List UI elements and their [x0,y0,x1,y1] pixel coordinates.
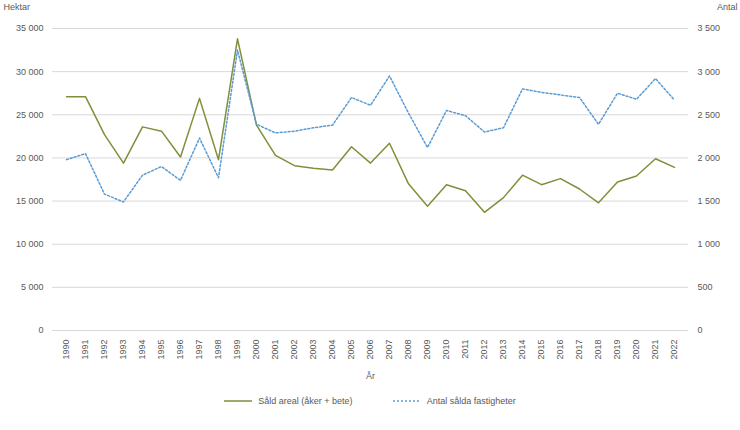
svg-text:25 000: 25 000 [16,110,44,120]
svg-text:2 500: 2 500 [698,110,721,120]
svg-text:1990: 1990 [61,340,71,360]
svg-text:3 500: 3 500 [698,23,721,33]
svg-text:2 000: 2 000 [698,153,721,163]
svg-text:1994: 1994 [137,340,147,360]
html-text:Antal sålda fastigheter: Antal sålda fastigheter [426,396,516,406]
svg-text:1996: 1996 [175,340,185,360]
svg-text:1999: 1999 [232,340,242,360]
svg-text:2021: 2021 [650,340,660,360]
svg-text:2017: 2017 [574,340,584,360]
svg-text:2016: 2016 [555,340,565,360]
svg-text:2004: 2004 [327,340,337,360]
html-text:Såld areal (åker + bete): Såld areal (åker + bete) [258,396,353,406]
svg-text:2013: 2013 [498,340,508,360]
svg-text:Antal: Antal [717,2,738,12]
svg-text:Hektar: Hektar [4,2,31,12]
svg-text:30 000: 30 000 [16,67,44,77]
svg-text:500: 500 [698,282,713,292]
svg-text:2020: 2020 [631,340,641,360]
svg-text:2011: 2011 [460,340,470,359]
svg-text:1995: 1995 [156,340,166,360]
svg-text:2003: 2003 [308,340,318,360]
svg-text:35 000: 35 000 [16,23,44,33]
svg-text:1 000: 1 000 [698,239,721,249]
svg-text:1991: 1991 [80,340,90,360]
svg-text:1993: 1993 [118,340,128,360]
svg-text:2019: 2019 [612,340,622,360]
svg-text:2006: 2006 [365,340,375,360]
svg-text:2001: 2001 [270,340,280,360]
svg-text:2002: 2002 [289,340,299,360]
svg-text:År: År [366,371,375,381]
svg-text:2005: 2005 [346,340,356,360]
svg-text:1997: 1997 [194,340,204,360]
svg-text:1992: 1992 [99,340,109,360]
svg-text:3 000: 3 000 [698,67,721,77]
svg-text:2009: 2009 [422,340,432,360]
svg-text:1 500: 1 500 [698,196,721,206]
svg-text:2010: 2010 [441,340,451,360]
svg-text:2008: 2008 [403,340,413,360]
svg-text:2018: 2018 [593,340,603,360]
svg-text:1998: 1998 [213,340,223,360]
svg-text:2012: 2012 [479,340,489,360]
svg-text:2014: 2014 [517,340,527,360]
svg-text:2007: 2007 [384,340,394,360]
svg-text:2022: 2022 [669,340,679,360]
svg-text:2000: 2000 [251,340,261,360]
svg-text:10 000: 10 000 [16,239,44,249]
svg-text:0: 0 [698,325,703,335]
svg-text:0: 0 [38,325,43,335]
svg-text:2015: 2015 [536,340,546,360]
svg-text:5 000: 5 000 [21,282,44,292]
svg-text:20 000: 20 000 [16,153,44,163]
svg-text:15 000: 15 000 [16,196,44,206]
